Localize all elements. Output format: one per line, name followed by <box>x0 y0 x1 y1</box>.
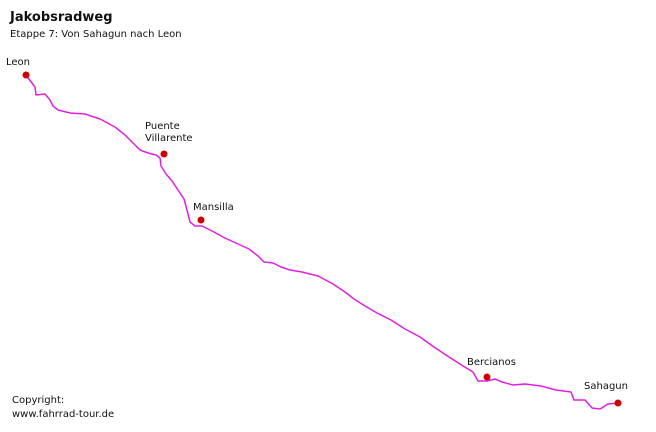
place-label: Sahagun <box>584 381 628 392</box>
place-dot <box>160 150 168 158</box>
map-subtitle: Etappe 7: Von Sahagun nach Leon <box>10 29 182 40</box>
place-dot <box>614 399 622 407</box>
copyright: Copyright: <box>12 395 64 406</box>
place-label: Bercianos <box>467 357 516 368</box>
place-dot <box>483 373 491 381</box>
place-dot <box>197 216 205 224</box>
copyright-url: www.fahrrad-tour.de <box>12 409 114 420</box>
place-label: Villarente <box>145 133 193 144</box>
map-title: Jakobsradweg <box>9 10 113 25</box>
place-markers <box>22 71 622 407</box>
place-label: Puente <box>145 121 180 132</box>
place-label: Leon <box>6 57 30 68</box>
place-label: Mansilla <box>193 202 234 213</box>
route <box>25 74 619 410</box>
place-dot <box>22 71 30 79</box>
